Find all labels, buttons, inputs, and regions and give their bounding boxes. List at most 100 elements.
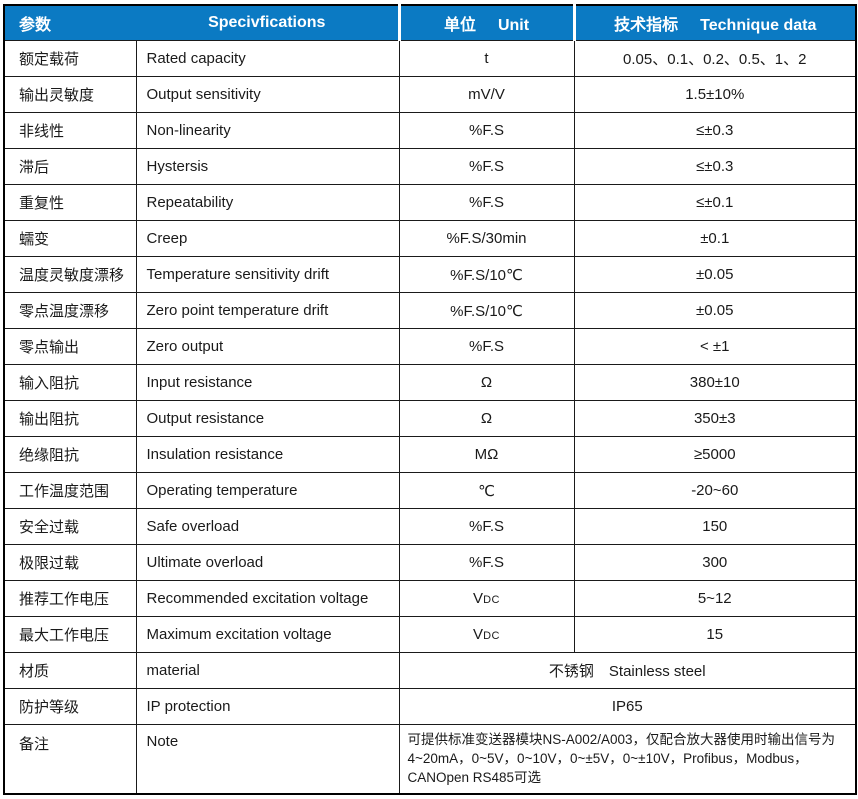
unit-suffix: DC <box>483 630 500 642</box>
row-label-en: Non-linearity <box>135 112 400 149</box>
row-unit: %F.S <box>398 508 575 545</box>
row-label-en: Ultimate overload <box>135 544 400 581</box>
row-value: 0.05、0.1、0.2、0.5、1、2 <box>573 40 857 77</box>
row-label-en: Input resistance <box>135 364 400 401</box>
row-label-zh: 输出灵敏度 <box>3 76 137 113</box>
table-row: 非线性 Non-linearity %F.S ≤±0.3 <box>3 112 857 149</box>
row-value: 1.5±10% <box>573 76 857 113</box>
row-unit: Ω <box>398 364 575 401</box>
row-label-en: IP protection <box>135 688 400 725</box>
row-value: ±0.1 <box>573 220 857 257</box>
row-value: 不锈钢 Stainless steel <box>398 652 857 689</box>
row-value: 150 <box>573 508 857 545</box>
row-label-zh: 非线性 <box>3 112 137 149</box>
row-label-zh: 材质 <box>3 652 137 689</box>
row-label-zh: 备注 <box>3 724 137 795</box>
row-label-en: Insulation resistance <box>135 436 400 473</box>
table-row: 防护等级 IP protection IP65 <box>3 688 857 725</box>
table-row: 输出阻抗 Output resistance Ω 350±3 <box>3 400 857 437</box>
row-unit: %F.S <box>398 112 575 149</box>
header-row: 参数 Specivfications 单位 Unit 技术指标 Technique … <box>4 5 856 41</box>
row-unit: VDC <box>398 616 575 653</box>
row-label-zh: 工作温度范围 <box>3 472 137 509</box>
header-unit-zh: 单位 <box>443 17 476 34</box>
table-row: 零点温度漂移 Zero point temperature drift %F.S/1… <box>3 292 857 329</box>
table-row: 绝缘阻抗 Insulation resistance MΩ ≥5000 <box>3 436 857 473</box>
row-value: ≤±0.3 <box>573 148 857 185</box>
row-unit: %F.S/10℃ <box>398 292 575 329</box>
row-label-en: Repeatability <box>135 184 400 221</box>
table-row: 蠕变 Creep %F.S/30min ±0.1 <box>3 220 857 257</box>
row-label-en: material <box>135 652 400 689</box>
row-label-zh: 安全过载 <box>3 508 137 545</box>
note-line: 可提供标准变送器模块NS-A002/A003，仅配合放大器使用时输出信号为 <box>407 732 836 747</box>
row-value: 300 <box>573 544 857 581</box>
table-row: 输入阻抗 Input resistance Ω 380±10 <box>3 364 857 401</box>
row-label-en: Hystersis <box>135 148 400 185</box>
row-value: ≥5000 <box>573 436 857 473</box>
row-label-zh: 极限过载 <box>3 544 137 581</box>
header-technique-data: 技术指标 Technique data <box>572 5 856 41</box>
table-row: 推荐工作电压 Recommended excitation voltage VDC 5… <box>3 580 857 617</box>
row-unit: %F.S <box>398 328 575 365</box>
table-row: 输出灵敏度 Output sensitivity mV/V 1.5±10% <box>3 76 857 113</box>
header-data-en: Technique data <box>700 17 817 34</box>
row-unit: t <box>398 40 575 77</box>
header-parameter: 参数 <box>4 5 136 41</box>
row-unit: %F.S/30min <box>398 220 575 257</box>
row-label-en: Creep <box>135 220 400 257</box>
row-value: 5~12 <box>573 580 857 617</box>
specifications-table: 参数 Specivfications 单位 Unit 技术指标 Technique … <box>3 4 857 795</box>
row-unit: %F.S/10℃ <box>398 256 575 293</box>
row-unit: %F.S <box>398 184 575 221</box>
row-label-en: Operating temperature <box>135 472 400 509</box>
row-unit: MΩ <box>398 436 575 473</box>
row-value: < ±1 <box>573 328 857 365</box>
row-label-zh: 零点输出 <box>3 328 137 365</box>
row-label-zh: 重复性 <box>3 184 137 221</box>
header-unit-en: Unit <box>497 17 530 34</box>
row-label-zh: 额定载荷 <box>3 40 137 77</box>
row-label-en: Output sensitivity <box>135 76 400 113</box>
row-label-en: Temperature sensitivity drift <box>135 256 400 293</box>
table-row: 极限过载 Ultimate overload %F.S 300 <box>3 544 857 581</box>
table-row: 重复性 Repeatability %F.S ≤±0.1 <box>3 184 857 221</box>
row-value: 可提供标准变送器模块NS-A002/A003，仅配合放大器使用时输出信号为 4~2… <box>398 724 857 795</box>
row-value: IP65 <box>398 688 857 725</box>
row-label-zh: 温度灵敏度漂移 <box>3 256 137 293</box>
row-label-en: Rated capacity <box>135 40 400 77</box>
table-row: 最大工作电压 Maximum excitation voltage VDC 15 <box>3 616 857 653</box>
row-label-en: Zero output <box>135 328 400 365</box>
header-data-zh: 技术指标 <box>614 17 679 34</box>
row-value: ±0.05 <box>573 256 857 293</box>
note-line: 4~20mA，0~5V，0~10V，0~±5V，0~±10V，Profibus，… <box>407 751 808 766</box>
row-unit: ℃ <box>398 472 575 509</box>
row-unit: %F.S <box>398 148 575 185</box>
row-unit: %F.S <box>398 544 575 581</box>
row-value: -20~60 <box>573 472 857 509</box>
row-label-en: Maximum excitation voltage <box>135 616 400 653</box>
table-header: 参数 Specivfications 单位 Unit 技术指标 Technique … <box>4 5 856 41</box>
table-row: 温度灵敏度漂移 Temperature sensitivity drift %F.S… <box>3 256 857 293</box>
row-label-zh: 输入阻抗 <box>3 364 137 401</box>
row-value: 380±10 <box>573 364 857 401</box>
row-label-zh: 最大工作电压 <box>3 616 137 653</box>
row-value: 15 <box>573 616 857 653</box>
row-label-en: Note <box>135 724 400 795</box>
table-row: 额定载荷 Rated capacity t 0.05、0.1、0.2、0.5、1、2 <box>3 40 857 77</box>
row-label-zh: 推荐工作电压 <box>3 580 137 617</box>
table-row: 工作温度范围 Operating temperature ℃ -20~60 <box>3 472 857 509</box>
unit-suffix: DC <box>483 594 500 606</box>
row-label-zh: 蠕变 <box>3 220 137 257</box>
row-label-zh: 输出阻抗 <box>3 400 137 437</box>
row-value: ≤±0.1 <box>573 184 857 221</box>
table-row: 滞后 Hystersis %F.S ≤±0.3 <box>3 148 857 185</box>
row-label-en: Recommended excitation voltage <box>135 580 400 617</box>
row-label-zh: 绝缘阻抗 <box>3 436 137 473</box>
row-label-en: Safe overload <box>135 508 400 545</box>
header-unit: 单位 Unit <box>397 5 574 41</box>
row-unit: Ω <box>398 400 575 437</box>
row-value: ≤±0.3 <box>573 112 857 149</box>
row-label-zh: 防护等级 <box>3 688 137 725</box>
